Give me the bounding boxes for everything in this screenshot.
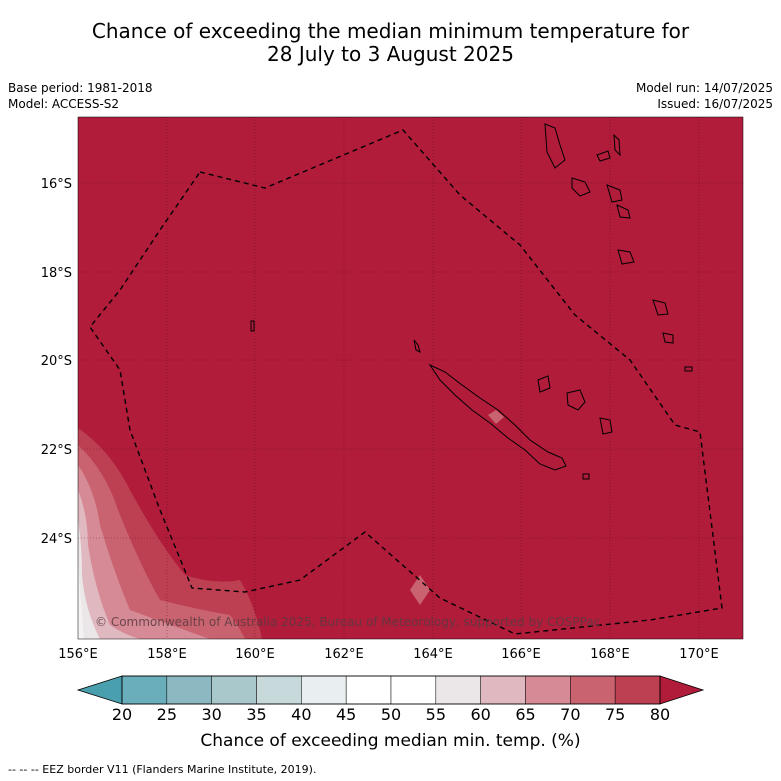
lon-label-166e: 166°E — [501, 647, 541, 662]
island-vanuatu-2 — [596, 150, 611, 162]
colorbar-outline — [121, 675, 661, 705]
colorbar-tick-label: 45 — [336, 705, 356, 724]
colorbar-segment — [256, 675, 302, 705]
lat-label-24s: 24°S — [41, 532, 72, 547]
colorbar-tick-label: 25 — [157, 705, 177, 724]
base-period-text: Base period: 1981-2018 — [8, 81, 153, 95]
lat-label-20s: 20°S — [41, 354, 72, 369]
colorbar-tick-label: 40 — [291, 705, 311, 724]
eez-border — [89, 129, 723, 635]
colorbar-segment — [166, 675, 212, 705]
island-loyalty-1 — [537, 375, 551, 393]
colorbar-tick-label: 75 — [605, 705, 625, 724]
colorbar-tick-label: 35 — [246, 705, 266, 724]
lon-label-158e: 158°E — [147, 647, 187, 662]
colorbar-segment — [390, 675, 437, 705]
lat-label-18s: 18°S — [41, 266, 72, 281]
island-small-east — [684, 366, 693, 372]
colorbar-extend-low — [76, 675, 123, 705]
lon-label-168e: 168°E — [590, 647, 630, 662]
patch-small-1 — [410, 575, 430, 605]
colorbar-segment — [301, 675, 347, 705]
island-loyalty-2 — [566, 389, 586, 411]
colorbar-tick-label: 80 — [650, 705, 670, 724]
lon-label-170e: 170°E — [679, 647, 719, 662]
footnote: -- -- -- EEZ border V11 (Flanders Marine… — [8, 763, 317, 776]
model-text: Model: ACCESS-S2 — [8, 97, 120, 111]
island-new-caledonia — [428, 363, 567, 471]
colorbar-tick-label: 60 — [470, 705, 490, 724]
colorbar-tick-label: 65 — [515, 705, 535, 724]
lat-label-16s: 16°S — [41, 177, 72, 192]
colorbar-segment — [435, 675, 481, 705]
lon-label-160e: 160°E — [235, 647, 275, 662]
island-erromango — [617, 249, 635, 265]
chart-title: Chance of exceeding the median minimum t… — [0, 20, 781, 66]
patch-small-2 — [488, 410, 504, 424]
colorbar-tick-label: 55 — [426, 705, 446, 724]
band-60 — [78, 490, 140, 639]
map-frame — [77, 116, 744, 640]
lat-label-22s: 22°S — [41, 443, 72, 458]
lon-labels: 156°E 158°E 160°E 162°E 164°E 166°E 168°… — [58, 647, 719, 662]
colorbar-segment — [211, 675, 257, 705]
island-belep — [413, 339, 421, 353]
colorbar-label: Chance of exceeding median min. temp. (%… — [200, 731, 581, 751]
lat-labels: 16°S 18°S 20°S 22°S 24°S — [41, 177, 72, 547]
meta-right: Model run: 14/07/2025 Issued: 16/07/2025 — [636, 80, 773, 112]
colorbar — [76, 675, 705, 705]
island-small-west — [250, 320, 255, 332]
copyright-text: © Commonwealth of Australia 2025, Bureau… — [95, 615, 600, 629]
island-efate — [616, 204, 631, 219]
island-pines — [582, 473, 590, 480]
colorbar-segment — [570, 675, 616, 705]
colorbar-segment — [345, 675, 392, 705]
colorbar-tick-label: 70 — [560, 705, 580, 724]
band-55 — [78, 520, 100, 639]
title-line-1: Chance of exceeding the median minimum t… — [91, 19, 690, 43]
colorbar-tick-label: 20 — [112, 705, 132, 724]
band-50 — [78, 560, 84, 639]
colorbar-extend-high — [659, 675, 705, 705]
island-malekula — [571, 177, 591, 197]
colorbar-tick-label: 30 — [201, 705, 221, 724]
colorbar-tick-label: 50 — [381, 705, 401, 724]
meta-left: Base period: 1981-2018 Model: ACCESS-S2 — [8, 80, 153, 112]
lon-label-162e: 162°E — [324, 647, 364, 662]
island-aneityum — [662, 332, 674, 344]
island-vanuatu-5 — [606, 184, 623, 203]
island-espiritu-santo — [544, 123, 566, 169]
band-65 — [78, 465, 210, 639]
lon-label-156e: 156°E — [58, 647, 98, 662]
map-background — [78, 117, 743, 639]
colorbar-segment — [121, 675, 168, 705]
gridlines — [78, 117, 743, 639]
colorbar-ticks: 20 25 30 35 40 45 50 55 60 65 70 75 80 — [112, 705, 670, 724]
title-line-2: 28 July to 3 August 2025 — [267, 42, 514, 66]
issued-text: Issued: 16/07/2025 — [657, 97, 773, 111]
lon-label-164e: 164°E — [413, 647, 453, 662]
colorbar-segment — [614, 675, 661, 705]
island-loyalty-3 — [599, 417, 613, 435]
model-run-text: Model run: 14/07/2025 — [635, 81, 773, 95]
island-tanna — [652, 299, 669, 316]
map-area — [78, 117, 743, 639]
island-vanuatu-3 — [613, 133, 621, 157]
colorbar-segment — [525, 675, 571, 705]
colorbar-segment — [480, 675, 526, 705]
